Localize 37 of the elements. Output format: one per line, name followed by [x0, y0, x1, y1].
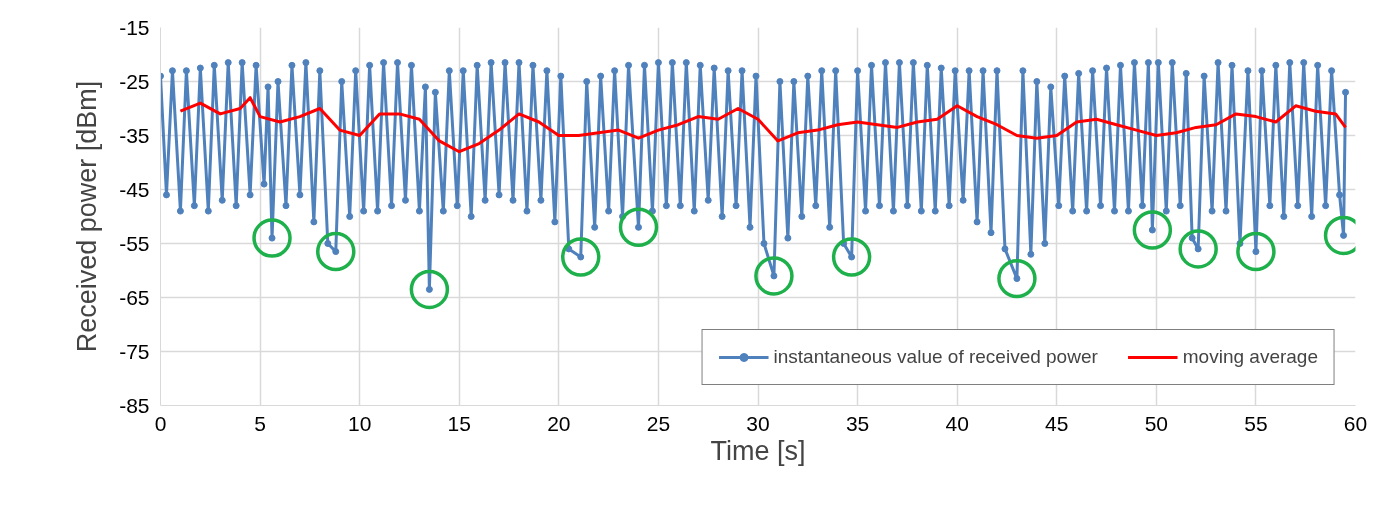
point	[316, 231, 356, 272]
x-tick-label: 10	[347, 411, 372, 435]
y-tick-label: -85	[119, 393, 150, 417]
x-tick-label: 20	[547, 411, 571, 435]
x-tick-label: 60	[1343, 411, 1368, 435]
x-tick-label: 40	[945, 411, 969, 435]
y-tick-label: -15	[119, 15, 150, 39]
x-tick-label: 15	[447, 411, 471, 435]
x-tick-label: 25	[646, 411, 671, 435]
line-series	[178, 96, 1348, 154]
point	[1132, 210, 1173, 250]
point	[1178, 229, 1218, 269]
y-tick-label: -35	[119, 123, 150, 147]
y-tick-label: -25	[119, 69, 150, 93]
point	[997, 258, 1037, 299]
point	[831, 237, 872, 277]
y-tick-label: -65	[119, 285, 150, 309]
x-tick-label: 45	[1045, 411, 1069, 435]
point	[618, 207, 659, 248]
point	[252, 218, 292, 258]
x-tick-label: 50	[1144, 411, 1169, 435]
y-tick-label: -75	[119, 339, 150, 363]
x-tick-label: 35	[845, 411, 870, 435]
x-tick-label: 30	[746, 411, 770, 435]
y-tick-label: -45	[119, 177, 150, 201]
y-tick-label: -55	[119, 231, 150, 255]
point	[409, 269, 450, 310]
point	[754, 256, 794, 296]
point	[560, 237, 601, 277]
x-tick-label: 55	[1244, 411, 1268, 435]
x-tick-label: 0	[154, 411, 167, 435]
point	[1236, 231, 1276, 272]
x-axis-title: Time [s]	[710, 435, 806, 466]
legend-label: moving average	[1182, 346, 1318, 368]
y-axis-title: Received power [dBm]	[72, 80, 103, 353]
legend-label: instantaneous value of received power	[773, 346, 1098, 368]
x-tick-label: 5	[254, 411, 266, 435]
